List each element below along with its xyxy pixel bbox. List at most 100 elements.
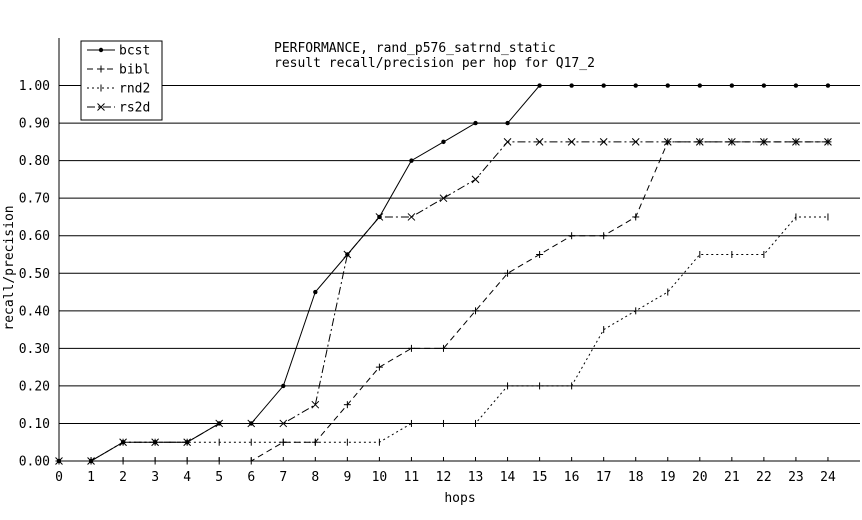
y-tick-label: 0.90	[19, 117, 50, 132]
x-tick-label: 2	[119, 470, 127, 485]
legend-entry-rs2d: rs2d	[87, 101, 150, 116]
x-tick-label: 5	[215, 470, 223, 485]
y-tick-label: 0.40	[19, 304, 50, 319]
data-point-rs2d	[279, 419, 288, 428]
data-point-bcst	[793, 83, 799, 88]
data-point-bibl	[536, 251, 544, 258]
y-tick-label: 0.00	[19, 455, 50, 470]
data-point-rs2d	[87, 457, 95, 465]
data-point-bcst	[761, 83, 767, 88]
data-point-bcst	[313, 289, 318, 295]
x-tick-label: 7	[279, 470, 287, 485]
data-point-bibl	[247, 457, 255, 465]
x-tick-label: 0	[55, 470, 63, 485]
x-tick-label: 18	[628, 470, 644, 485]
data-point-rs2d	[567, 138, 576, 146]
legend-marker	[97, 65, 105, 73]
data-point-bibl	[183, 457, 191, 465]
data-point-rs2d	[151, 438, 159, 447]
x-tick-label: 8	[311, 470, 319, 485]
data-point-rs2d	[407, 213, 416, 221]
x-tick-label: 19	[660, 470, 676, 485]
data-point-rs2d	[471, 175, 480, 184]
data-point-rs2d	[695, 138, 704, 146]
data-point-bibl	[407, 344, 415, 352]
data-point-bcst	[281, 383, 286, 389]
series-line-rs2d	[59, 141, 828, 462]
x-tick-label: 9	[343, 470, 351, 485]
data-point-rs2d	[663, 138, 672, 146]
x-tick-label: 11	[404, 470, 420, 485]
data-point-bcst	[601, 83, 606, 88]
data-point-bibl	[343, 401, 351, 409]
data-point-bcst	[569, 83, 574, 88]
x-axis-label: hops	[444, 491, 475, 506]
x-tick-label: 6	[247, 470, 255, 485]
series-rnd2	[58, 213, 829, 465]
data-point-bcst	[537, 83, 542, 88]
y-axis-label: recall/precision	[2, 205, 17, 330]
data-point-bcst	[825, 83, 831, 88]
data-point-bcst	[697, 83, 702, 88]
x-tick-label: 21	[724, 470, 740, 485]
legend-entry-rnd2: rnd2	[87, 82, 150, 97]
data-point-bibl	[632, 213, 640, 221]
data-point-rs2d	[824, 138, 832, 146]
data-point-bcst	[633, 83, 638, 88]
data-point-rs2d	[599, 138, 608, 146]
y-tick-label: 0.50	[19, 267, 50, 282]
y-tick-label: 0.70	[19, 192, 50, 207]
x-tick-label: 13	[468, 470, 484, 485]
data-point-bcst	[441, 139, 446, 145]
data-point-rs2d	[503, 138, 512, 146]
data-point-rs2d	[215, 419, 224, 428]
data-point-bibl	[504, 269, 512, 277]
y-tick-label: 1.00	[19, 79, 50, 94]
data-point-rs2d	[119, 438, 127, 447]
data-point-rs2d	[343, 250, 352, 259]
x-tick-label: 3	[151, 470, 159, 485]
x-tick-label: 15	[532, 470, 548, 485]
x-tick-label: 17	[596, 470, 612, 485]
series-bibl	[55, 138, 832, 465]
x-tick-label: 22	[756, 470, 772, 485]
data-point-rs2d	[535, 138, 544, 146]
legend-marker	[97, 103, 105, 111]
chart-title: PERFORMANCE, rand_p576_satrnd_static	[274, 41, 556, 56]
data-point-rs2d	[727, 138, 736, 146]
data-point-bibl	[375, 363, 383, 371]
data-point-rs2d	[375, 213, 384, 221]
data-point-rs2d	[439, 194, 448, 203]
data-point-rs2d	[631, 138, 640, 146]
y-tick-label: 0.10	[19, 417, 50, 432]
x-tick-label: 23	[788, 470, 804, 485]
legend-label: rnd2	[119, 82, 150, 97]
series-lines	[55, 83, 832, 465]
x-tick-label: 10	[372, 470, 388, 485]
chart-subtitle: result recall/precision per hop for Q17_…	[274, 56, 595, 71]
data-point-bibl	[151, 457, 159, 465]
y-tick-label: 0.60	[19, 229, 50, 244]
data-point-rs2d	[311, 400, 320, 409]
data-point-bibl	[215, 457, 223, 465]
x-tick-label: 12	[436, 470, 452, 485]
x-tick-label: 16	[564, 470, 580, 485]
legend-label: bibl	[119, 63, 150, 78]
x-tick-label: 4	[183, 470, 191, 485]
data-point-bcst	[473, 120, 478, 126]
series-rs2d	[55, 138, 832, 465]
y-tick-label: 0.30	[19, 342, 50, 357]
data-point-bibl	[568, 232, 576, 240]
x-tick-label: 1	[87, 470, 95, 485]
x-tick-label: 14	[500, 470, 516, 485]
legend: bcst bibl rnd2 rs2d	[80, 40, 163, 121]
data-point-bcst	[409, 158, 414, 163]
legend-entry-bibl: bibl	[87, 63, 150, 78]
data-point-bibl	[472, 307, 480, 315]
data-point-bibl	[439, 344, 447, 352]
data-point-rs2d	[183, 438, 192, 447]
legend-marker	[98, 47, 104, 53]
legend-label: bcst	[119, 44, 150, 59]
x-tick-label: 24	[820, 470, 836, 485]
